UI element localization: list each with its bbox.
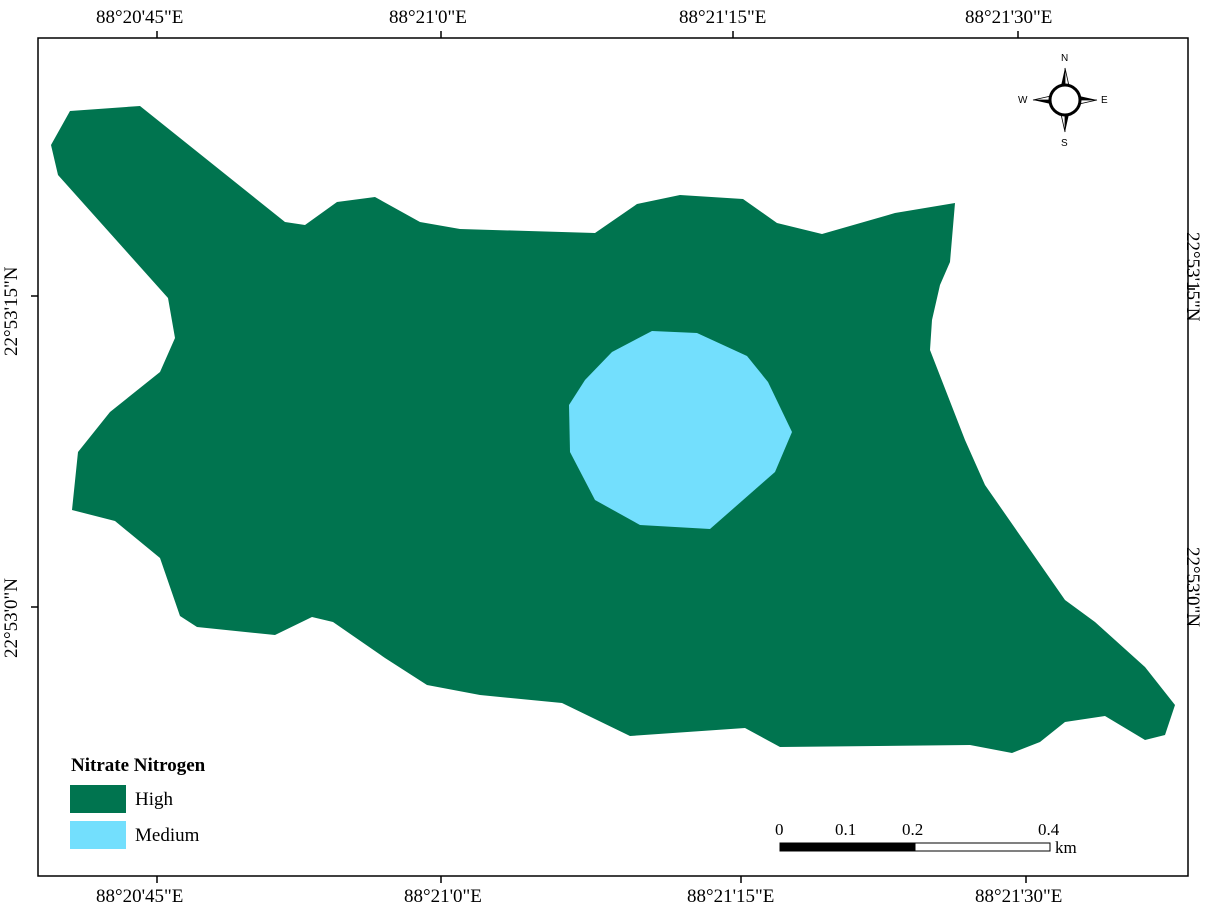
scale-bar <box>779 842 1051 852</box>
compass-west-label: W <box>1018 95 1028 106</box>
right-latitude-label: 22°53'15"N <box>1182 232 1203 322</box>
right-latitude-label: 22°53'0"N <box>1182 547 1203 627</box>
compass-south-label: S <box>1061 138 1068 149</box>
legend-label-medium: Medium <box>135 825 200 846</box>
compass-north-label: N <box>1061 53 1069 64</box>
top-longitude-label: 88°20'45"E <box>96 7 184 28</box>
top-longitude-label: 88°21'30"E <box>965 7 1053 28</box>
bottom-longitude-label: 88°20'45"E <box>96 886 184 907</box>
bottom-longitude-label: 88°21'0"E <box>404 886 482 907</box>
legend-label-high: High <box>135 789 173 810</box>
graticule-ticks <box>31 31 1195 883</box>
legend-title: Nitrate Nitrogen <box>71 755 206 776</box>
scale-tick-label: 0 <box>775 820 784 839</box>
bottom-longitude-label: 88°21'30"E <box>975 886 1063 907</box>
medium-nitrate-zone <box>569 331 792 529</box>
left-latitude-label: 22°53'15"N <box>1 266 22 357</box>
compass-east-label: E <box>1101 95 1108 106</box>
map-frame-border <box>37 37 1189 877</box>
scale-unit-label: km <box>1055 838 1077 857</box>
scale-tick-label: 0.1 <box>835 820 857 839</box>
scale-tick-label: 0.4 <box>1038 820 1060 839</box>
bottom-longitude-label: 88°21'15"E <box>687 886 775 907</box>
left-latitude-label: 22°53'0"N <box>1 578 22 658</box>
legend-swatch-medium <box>70 821 126 849</box>
legend-swatch-high <box>70 785 126 813</box>
north-arrow-icon <box>1032 67 1098 133</box>
scale-tick-label: 0.2 <box>902 820 924 839</box>
top-longitude-label: 88°21'0"E <box>389 7 467 28</box>
top-longitude-label: 88°21'15"E <box>679 7 767 28</box>
